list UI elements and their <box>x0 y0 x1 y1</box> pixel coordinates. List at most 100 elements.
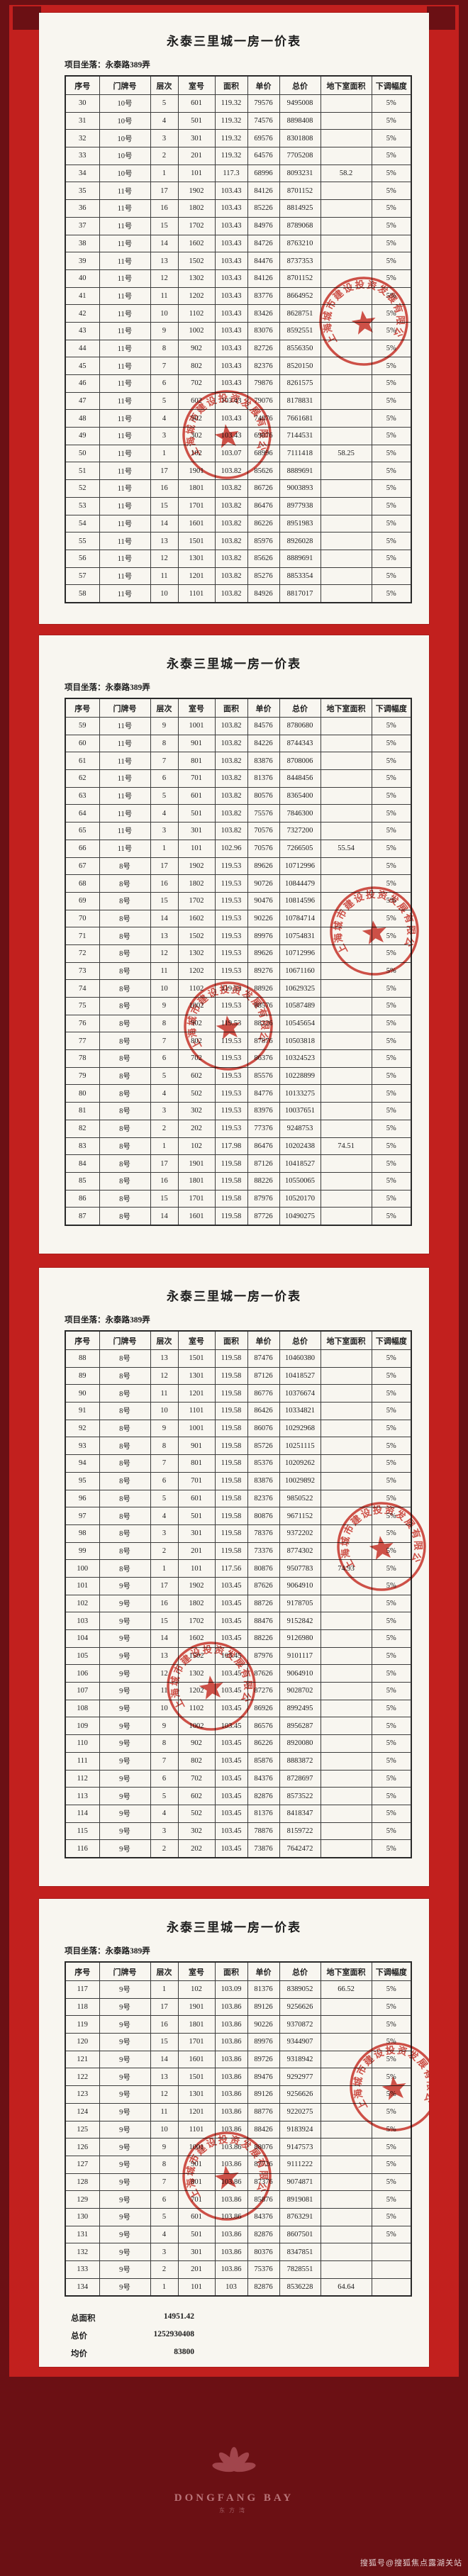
table-cell: 1701 <box>177 1189 216 1208</box>
table-cell <box>320 1734 372 1753</box>
table-header-cell: 室号 <box>177 1330 216 1350</box>
table-cell: 9号 <box>99 1751 151 1771</box>
table-cell: 8号 <box>99 1507 151 1525</box>
table-cell: 5% <box>371 927 412 945</box>
table-row: 95 8号 6 701 119.58 83876 10029892 5% <box>65 1471 412 1490</box>
table-cell: 13 <box>150 2068 179 2087</box>
table-header-cell: 层次 <box>150 1330 179 1350</box>
table-cell: 75376 <box>247 2260 280 2279</box>
table-header-cell: 单价 <box>247 75 280 95</box>
table-row: 113 9号 5 602 103.45 82876 8573522 5% <box>65 1787 412 1805</box>
table-row: 103 9号 15 1702 103.45 88476 9152842 5% <box>65 1612 412 1630</box>
table-cell: 85876 <box>247 1751 280 1771</box>
table-cell <box>320 1207 372 1226</box>
table-cell: 1802 <box>177 874 216 893</box>
table-cell: 9号 <box>99 2068 151 2087</box>
table-row: 100 8号 1 101 117.56 80876 9507783 74.93 5% <box>65 1559 412 1578</box>
table-cell: 9号 <box>99 1997 151 2017</box>
table-cell: 8号 <box>99 1032 151 1051</box>
table-cell: 10324523 <box>279 1049 321 1068</box>
table-cell: 8347851 <box>279 2243 321 2261</box>
table-cell: 9号 <box>99 1734 151 1753</box>
table-cell: 10209262 <box>279 1454 321 1473</box>
table-cell: 5% <box>371 839 412 858</box>
table-cell: 202 <box>177 1839 216 1858</box>
table-cell: 79876 <box>247 374 280 393</box>
table-cell: 501 <box>177 2225 216 2244</box>
table-cell: 10 <box>150 2120 179 2139</box>
table-cell: 10133275 <box>279 1084 321 1103</box>
table-cell: 6 <box>150 374 179 393</box>
table-cell: 119.58 <box>214 1402 248 1420</box>
table-cell: 5% <box>371 2102 412 2121</box>
table-cell: 8号 <box>99 961 151 981</box>
table-row: 47 11号 5 602 103.43 79076 8178831 5% <box>65 391 412 411</box>
table-cell: 9370872 <box>279 2015 321 2034</box>
table-cell: 1102 <box>177 979 216 998</box>
table-cell: 119.58 <box>214 1524 248 1543</box>
table-cell: 1302 <box>177 944 216 963</box>
table-cell: 9号 <box>99 1699 151 1718</box>
table-cell: 84926 <box>247 584 280 603</box>
table-cell: 5% <box>371 269 412 288</box>
table-cell: 68996 <box>247 164 280 183</box>
table-cell: 2 <box>150 147 179 165</box>
table-cell: 82376 <box>247 1489 280 1508</box>
table-cell: 11号 <box>99 549 151 568</box>
table-cell: 1901 <box>177 1154 216 1173</box>
price-page-4: 永泰三里城一房一价表 项目坐落：永泰路389弄 序号 门牌号 层次 室号 面积 单价 总价地… <box>39 1899 429 2367</box>
table-cell: 69 <box>65 891 100 910</box>
table-header-cell: 面积 <box>214 75 248 95</box>
summary-row: 总价 1252930408 <box>71 2330 429 2341</box>
table-cell: 80576 <box>247 786 280 805</box>
table-cell <box>320 1189 372 1208</box>
table-cell: 5% <box>371 2050 412 2069</box>
table-cell <box>320 1366 372 1385</box>
table-cell: 10418527 <box>279 1154 321 1173</box>
table-cell <box>320 1699 372 1718</box>
table-cell: 10 <box>150 979 179 998</box>
table-cell: 103 <box>65 1612 100 1630</box>
table-cell <box>320 2243 372 2261</box>
table-cell: 9111222 <box>279 2155 321 2174</box>
table-cell: 84976 <box>247 216 280 235</box>
project-location: 项目坐落：永泰路389弄 <box>65 684 150 692</box>
table-header-cell: 总价 <box>279 698 321 718</box>
table-cell: 1502 <box>177 927 216 945</box>
table-cell: 64576 <box>247 147 280 165</box>
table-cell: 88 <box>65 1349 100 1368</box>
table-cell: 101 <box>177 2277 216 2297</box>
summary-label: 总价 <box>71 2332 87 2341</box>
table-cell: 8号 <box>99 944 151 963</box>
table-cell: 119.53 <box>214 1032 248 1051</box>
table-row: 102 9号 16 1802 103.45 88726 9178705 5% <box>65 1594 412 1613</box>
table-cell: 106 <box>65 1664 100 1683</box>
table-cell: 9256626 <box>279 1997 321 2017</box>
table-cell <box>320 1576 372 1595</box>
table-cell: 119.58 <box>214 1507 248 1525</box>
table-row: 76 8号 8 902 119.53 88226 10545654 5% <box>65 1014 412 1033</box>
table-cell: 6 <box>150 1769 179 1788</box>
table-cell: 9号 <box>99 2260 151 2279</box>
table-cell: 77 <box>65 1032 100 1051</box>
table-cell: 12 <box>150 1366 179 1385</box>
table-cell: 4 <box>150 1507 179 1525</box>
table-row: 110 9号 8 902 103.45 86226 8920080 5% <box>65 1734 412 1753</box>
table-row: 41 11号 11 1202 103.43 83776 8664952 5% <box>65 286 412 306</box>
table-cell: 8号 <box>99 1541 151 1561</box>
table-cell: 103.86 <box>214 2225 248 2244</box>
table-cell: 5 <box>150 1066 179 1086</box>
table-cell: 134 <box>65 2277 100 2297</box>
table-cell: 17 <box>150 857 179 876</box>
table-cell: 85976 <box>247 532 280 550</box>
table-cell: 802 <box>177 1751 216 1771</box>
table-cell: 1102 <box>177 304 216 323</box>
table-cell <box>320 1402 372 1420</box>
table-cell: 84776 <box>247 1084 280 1103</box>
table-row: 106 9号 12 1302 103.45 87626 9064910 5% <box>65 1664 412 1683</box>
table-cell: 5% <box>371 2138 412 2156</box>
table-cell: 7661681 <box>279 409 321 428</box>
project-location: 项目坐落：永泰路389弄 <box>65 61 150 69</box>
table-cell: 74.51 <box>320 1137 372 1156</box>
